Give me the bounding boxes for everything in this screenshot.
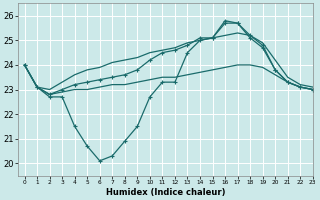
X-axis label: Humidex (Indice chaleur): Humidex (Indice chaleur) [106,188,225,197]
